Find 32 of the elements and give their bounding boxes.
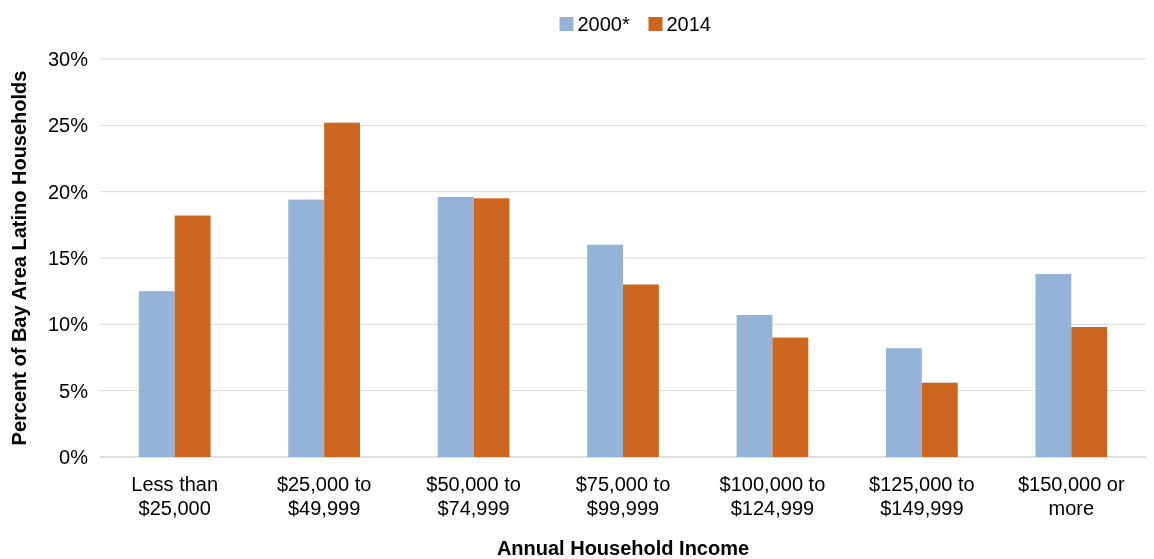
x-tick-label: $25,000 to $49,999 — [276, 473, 372, 519]
bar — [736, 315, 773, 457]
y-tick-label: 30% — [47, 48, 89, 70]
bar — [587, 244, 623, 457]
x-tick-label: $150,000 or more — [1017, 473, 1125, 519]
bar — [288, 199, 325, 457]
y-tick-label: 5% — [59, 379, 89, 402]
y-tick-label: 15% — [47, 247, 89, 269]
bar — [921, 382, 958, 457]
x-tick-label: $75,000 to $99,999 — [575, 473, 671, 519]
x-tick-label: $100,000 to $124,999 — [719, 473, 826, 519]
bar — [1035, 273, 1072, 457]
y-tick-label: 25% — [47, 114, 89, 137]
bar — [772, 337, 809, 457]
y-tick-label: 0% — [59, 446, 89, 468]
legend-label: 2014 — [666, 13, 711, 35]
x-tick-label: $50,000 to $74,999 — [426, 473, 521, 519]
bar — [1071, 326, 1108, 457]
y-axis-title: Percent of Bay Area Latino Households — [8, 70, 30, 446]
x-axis-title: Annual Household Income — [496, 537, 750, 559]
bar — [324, 122, 361, 457]
bar — [138, 291, 175, 457]
x-tick-label: Less than $25,000 — [131, 473, 219, 519]
bar — [174, 215, 211, 457]
y-tick-label: 20% — [47, 180, 89, 203]
y-tick-label: 10% — [47, 313, 89, 336]
x-tick-label: $125,000 to $149,999 — [869, 473, 975, 519]
bar — [437, 196, 474, 457]
bar — [473, 198, 510, 457]
legend-label: 2000* — [577, 13, 630, 35]
bar — [623, 284, 659, 457]
bar — [885, 348, 922, 457]
